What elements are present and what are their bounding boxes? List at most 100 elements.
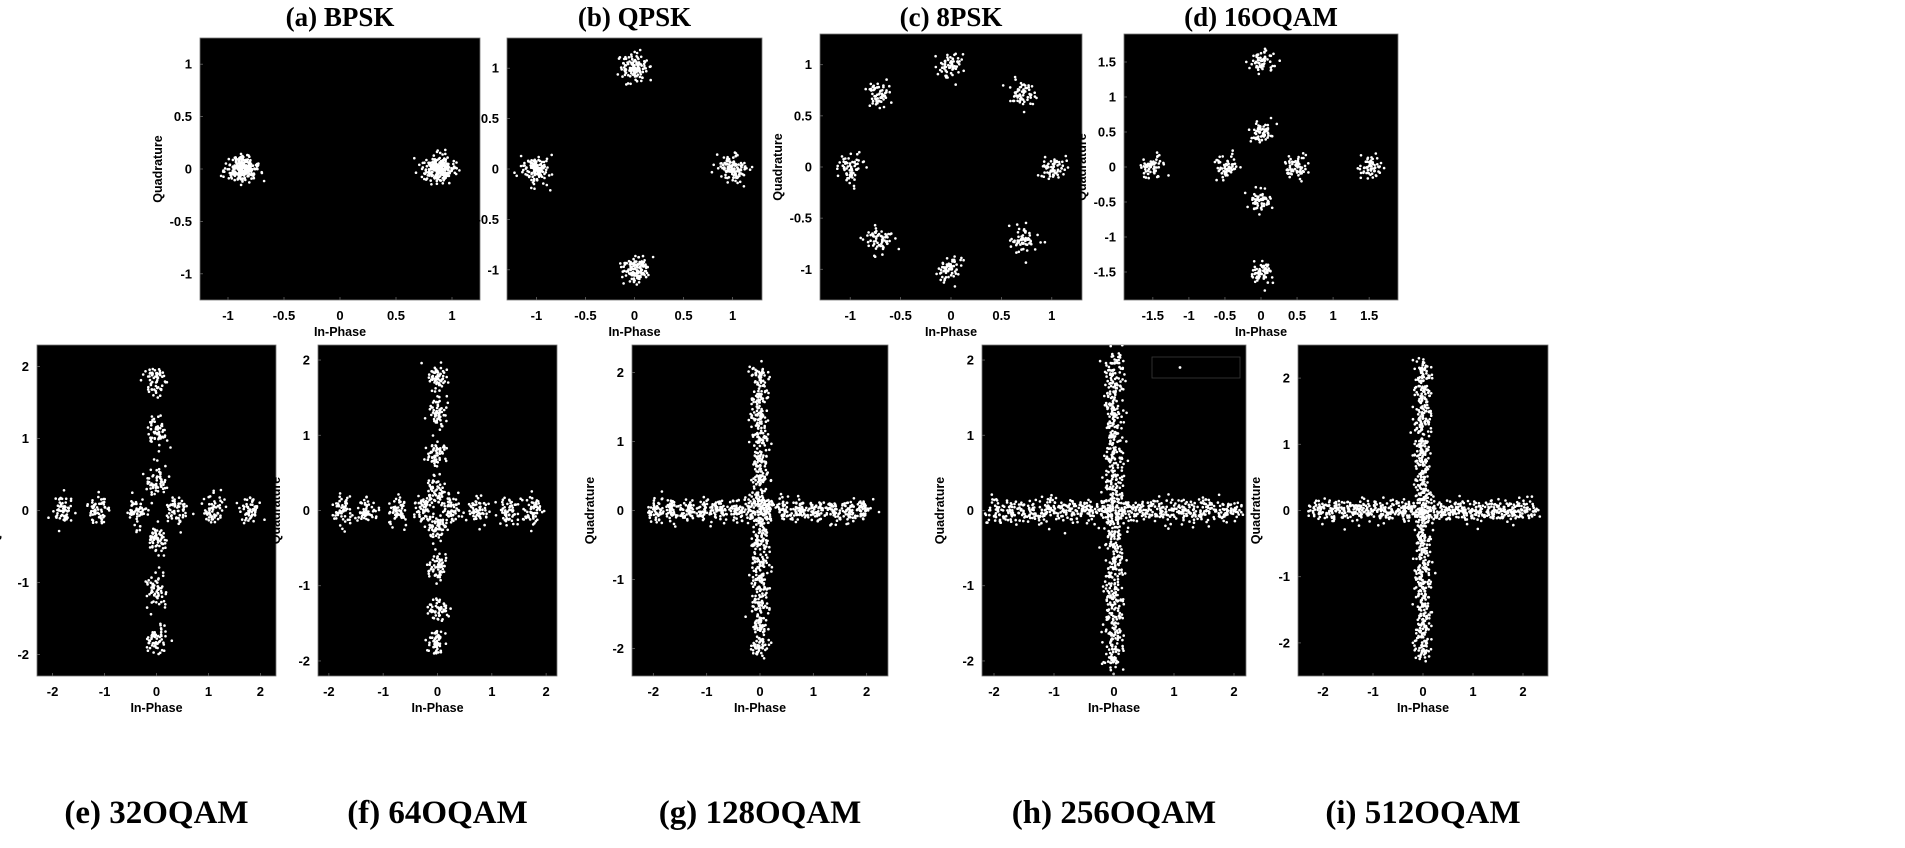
data-point xyxy=(759,539,763,543)
x-tick-label: 0 xyxy=(631,308,638,323)
data-point xyxy=(848,162,852,165)
data-point xyxy=(444,168,447,171)
data-point xyxy=(943,277,947,281)
data-point xyxy=(145,487,148,491)
data-point xyxy=(435,451,439,455)
data-point xyxy=(428,575,431,578)
data-point xyxy=(342,505,345,509)
data-point xyxy=(1358,167,1362,171)
data-point xyxy=(766,571,769,575)
data-point xyxy=(420,517,423,521)
data-point xyxy=(1017,250,1021,254)
data-point xyxy=(672,522,676,526)
x-axis-label: In-Phase xyxy=(314,325,366,339)
data-point xyxy=(443,525,447,529)
data-point xyxy=(208,509,211,512)
data-point xyxy=(941,262,945,266)
data-point xyxy=(766,419,770,422)
data-point xyxy=(667,505,671,509)
data-point xyxy=(1249,140,1253,143)
data-point xyxy=(501,507,505,510)
data-point xyxy=(756,424,759,427)
data-point xyxy=(219,174,223,178)
data-point xyxy=(452,503,455,507)
data-point xyxy=(1149,162,1153,166)
data-point xyxy=(809,513,813,517)
x-tick-label: 1 xyxy=(1329,308,1336,323)
data-point xyxy=(880,242,883,246)
data-point xyxy=(702,501,706,504)
data-point xyxy=(430,631,434,635)
data-point xyxy=(764,448,768,452)
data-point xyxy=(1257,195,1260,198)
data-point xyxy=(160,534,164,537)
data-point xyxy=(478,508,482,512)
data-point xyxy=(766,433,770,436)
data-point xyxy=(785,514,789,518)
data-point xyxy=(213,520,217,524)
data-point xyxy=(455,167,459,170)
data-point xyxy=(865,166,868,169)
data-point xyxy=(644,275,648,279)
data-point xyxy=(1021,94,1025,97)
data-point xyxy=(429,450,433,454)
data-point xyxy=(444,642,448,645)
data-point xyxy=(1257,270,1261,273)
data-point xyxy=(245,502,248,506)
data-point xyxy=(689,501,692,504)
data-point xyxy=(148,378,152,382)
x-tick-label: 0 xyxy=(434,684,441,699)
data-point xyxy=(154,634,157,637)
data-point xyxy=(184,514,187,518)
data-point xyxy=(643,259,646,262)
data-point xyxy=(1014,92,1017,95)
data-point xyxy=(510,519,514,522)
data-point xyxy=(426,605,430,609)
data-point xyxy=(154,482,158,486)
data-point xyxy=(148,371,152,375)
data-point xyxy=(850,174,853,178)
data-point xyxy=(1015,223,1019,226)
data-point xyxy=(341,509,345,513)
data-point xyxy=(430,610,434,614)
data-point xyxy=(719,162,722,165)
data-point xyxy=(669,510,672,514)
data-point xyxy=(441,160,444,164)
data-point xyxy=(780,508,783,512)
data-point xyxy=(1269,270,1272,273)
data-point xyxy=(429,485,433,489)
data-point xyxy=(173,512,176,515)
data-point xyxy=(850,169,854,172)
data-point xyxy=(155,476,158,480)
data-point xyxy=(763,587,767,590)
data-point xyxy=(834,504,838,508)
data-point xyxy=(732,167,735,171)
data-point xyxy=(436,461,440,464)
data-point xyxy=(624,55,627,59)
data-point xyxy=(435,652,438,655)
data-point xyxy=(1263,47,1267,51)
data-point xyxy=(934,54,937,58)
data-point xyxy=(681,513,684,516)
data-point xyxy=(519,154,523,158)
data-point xyxy=(873,255,877,258)
data-point xyxy=(149,591,153,594)
data-point xyxy=(367,510,370,513)
data-point xyxy=(735,517,738,520)
data-point xyxy=(475,500,478,504)
data-point xyxy=(529,507,533,511)
data-point xyxy=(438,558,441,561)
data-point xyxy=(434,489,437,492)
data-point xyxy=(478,501,481,505)
data-point xyxy=(633,64,636,67)
data-point xyxy=(752,506,756,509)
data-point xyxy=(170,639,174,642)
data-point xyxy=(435,582,438,585)
data-point xyxy=(156,386,160,389)
data-point xyxy=(1152,167,1155,171)
data-point xyxy=(944,69,947,72)
data-point xyxy=(432,449,435,452)
data-point xyxy=(954,83,957,86)
data-point xyxy=(478,527,481,531)
data-point xyxy=(1015,242,1019,245)
